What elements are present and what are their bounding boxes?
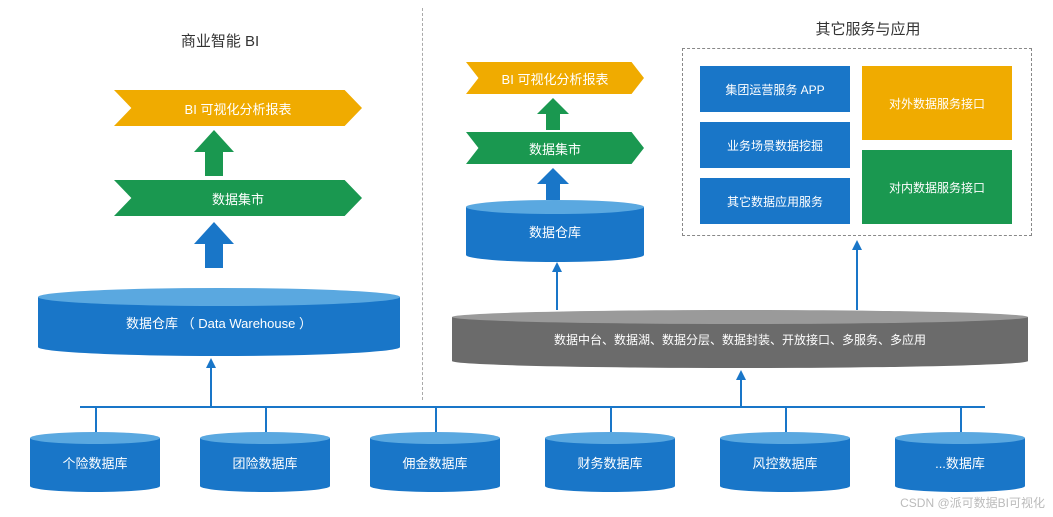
left-bi-report-label: BI 可视化分析报表 [185,99,292,118]
right-arrow-2 [542,168,564,198]
db-3: 财务数据库 [545,432,675,492]
db-5-label: ...数据库 [935,453,985,472]
arrow-platform-wh-head [552,262,562,272]
drop-5 [960,406,962,432]
drop-1 [265,406,267,432]
left-warehouse-label: 数据仓库 （ Data Warehouse ） [126,313,312,332]
db-2: 佣金数据库 [370,432,500,492]
svc-mining-label: 业务场景数据挖掘 [727,137,823,154]
drop-2 [435,406,437,432]
right-title: 其它服务与应用 [798,18,938,39]
left-warehouse: 数据仓库 （ Data Warehouse ） [38,288,400,356]
vertical-divider [422,8,423,400]
right-data-mart-label: 数据集市 [529,139,581,158]
svc-app: 集团运营服务 APP [700,66,850,112]
feed-left-v [210,366,212,406]
db-2-label: 佣金数据库 [402,453,467,472]
feed-left-head [206,358,216,368]
platform-cylinder: 数据中台、数据湖、数据分层、数据封装、开放接口、多服务、多应用 [452,310,1028,368]
left-title: 商业智能 BI [160,30,280,51]
db-1: 团险数据库 [200,432,330,492]
arrow-platform-svc [856,248,858,310]
svc-internal-label: 对内数据服务接口 [889,179,985,196]
right-data-mart: 数据集市 [466,132,644,164]
watermark: CSDN @派可数据BI可视化 [900,494,1045,511]
arrow-platform-svc-head [852,240,862,250]
db-4: 风控数据库 [720,432,850,492]
db-5: ...数据库 [895,432,1025,492]
feed-right-v [740,378,742,406]
arrow-platform-wh [556,270,558,310]
right-bi-report-label: BI 可视化分析报表 [502,69,609,88]
left-arrow-1 [200,130,228,174]
svc-external-label: 对外数据服务接口 [889,95,985,112]
db-1-label: 团险数据库 [232,453,297,472]
drop-0 [95,406,97,432]
right-arrow-1 [542,98,564,128]
trunk [80,406,985,408]
right-warehouse-label: 数据仓库 [529,222,581,241]
db-0: 个险数据库 [30,432,160,492]
left-data-mart: 数据集市 [114,180,362,216]
drop-3 [610,406,612,432]
svc-external: 对外数据服务接口 [862,66,1012,140]
left-arrow-2 [200,222,228,266]
svc-other-label: 其它数据应用服务 [727,193,823,210]
svc-internal: 对内数据服务接口 [862,150,1012,224]
diagram-root: 商业智能 BI BI 可视化分析报表 数据集市 数据仓库 （ Data Ware… [0,0,1053,517]
svc-other: 其它数据应用服务 [700,178,850,224]
svc-app-label: 集团运营服务 APP [725,81,824,98]
db-0-label: 个险数据库 [62,453,127,472]
db-4-label: 风控数据库 [752,453,817,472]
left-data-mart-label: 数据集市 [212,189,264,208]
left-bi-report: BI 可视化分析报表 [114,90,362,126]
right-warehouse: 数据仓库 [466,200,644,262]
right-bi-report: BI 可视化分析报表 [466,62,644,94]
svc-mining: 业务场景数据挖掘 [700,122,850,168]
db-3-label: 财务数据库 [577,453,642,472]
platform-label: 数据中台、数据湖、数据分层、数据封装、开放接口、多服务、多应用 [554,331,926,348]
feed-right-head [736,370,746,380]
drop-4 [785,406,787,432]
